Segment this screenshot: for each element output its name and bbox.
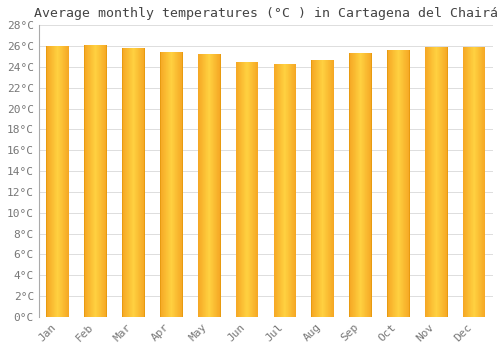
Bar <box>68 46 69 317</box>
Bar <box>46 46 47 317</box>
Bar <box>84 45 85 317</box>
Bar <box>349 54 350 317</box>
Bar <box>463 47 464 317</box>
Bar <box>447 47 448 317</box>
Bar <box>485 47 486 317</box>
Bar <box>144 48 145 317</box>
Title: Average monthly temperatures (°C ) in Cartagena del Chairá: Average monthly temperatures (°C ) in Ca… <box>34 7 498 20</box>
Bar <box>106 45 107 317</box>
Bar <box>409 50 410 317</box>
Bar <box>387 50 388 317</box>
Bar <box>425 47 426 317</box>
